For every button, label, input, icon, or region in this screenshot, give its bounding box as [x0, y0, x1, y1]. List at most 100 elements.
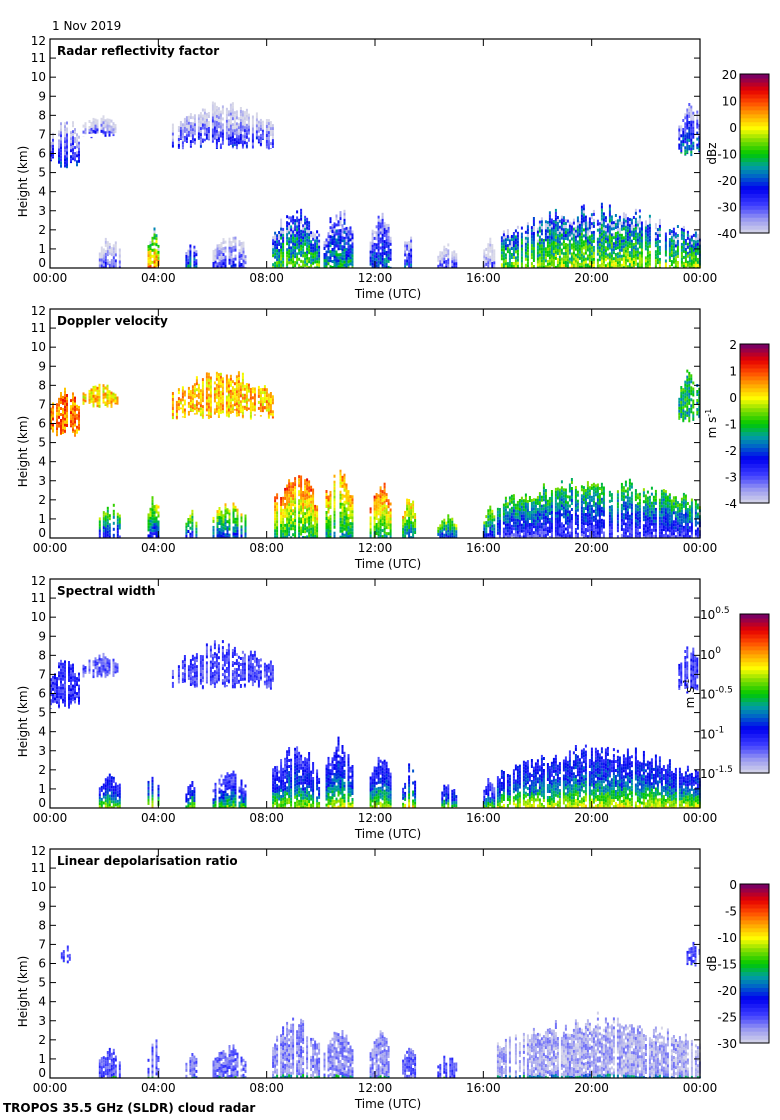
- data-cell: [339, 517, 342, 521]
- data-cell: [62, 410, 64, 414]
- data-cell: [542, 247, 545, 251]
- data-cell: [329, 505, 332, 509]
- data-cell: [191, 400, 194, 404]
- data-cell: [271, 395, 274, 399]
- data-cell: [686, 120, 689, 124]
- data-cell: [234, 236, 237, 240]
- data-cell: [443, 257, 446, 261]
- data-cell: [106, 259, 109, 263]
- data-cell: [197, 123, 200, 127]
- data-cell: [224, 240, 227, 244]
- data-cell: [584, 251, 587, 255]
- data-cell: [574, 262, 577, 266]
- data-cell: [90, 130, 93, 134]
- data-cell: [298, 481, 301, 485]
- data-cell: [218, 259, 221, 262]
- data-cell: [333, 252, 336, 256]
- data-cell: [274, 505, 277, 509]
- data-cell: [90, 121, 93, 125]
- data-cell: [267, 143, 270, 147]
- data-cell: [171, 126, 174, 130]
- data-cell: [58, 415, 60, 419]
- data-cell: [592, 209, 595, 213]
- data-cell: [231, 147, 234, 149]
- data-cell: [325, 262, 328, 266]
- data-cell: [221, 380, 224, 384]
- data-cell: [189, 402, 192, 406]
- data-cell: [153, 523, 156, 527]
- data-cell: [608, 210, 611, 214]
- data-cell: [310, 521, 313, 525]
- data-cell: [560, 251, 563, 255]
- data-cell: [302, 227, 305, 231]
- data-cell: [506, 244, 509, 248]
- data-cell: [323, 244, 326, 247]
- data-cell: [582, 204, 585, 208]
- data-cell: [294, 501, 297, 505]
- data-cell: [337, 232, 340, 236]
- data-cell: [222, 517, 225, 521]
- data-cell: [312, 536, 315, 538]
- data-cell: [265, 403, 268, 407]
- data-cell: [276, 261, 279, 265]
- data-cell: [298, 523, 301, 527]
- data-cell: [389, 266, 392, 268]
- data-cell: [294, 231, 297, 235]
- data-cell: [300, 250, 303, 254]
- data-cell: [614, 265, 617, 268]
- data-cell: [280, 260, 283, 264]
- data-cell: [682, 394, 685, 398]
- data-cell: [510, 241, 513, 244]
- data-cell: [406, 504, 409, 508]
- data-cell: [157, 514, 160, 518]
- data-cell: [696, 233, 699, 237]
- data-cell: [556, 258, 559, 261]
- y-tick-label: 5: [38, 166, 46, 180]
- data-cell: [72, 145, 74, 149]
- data-cell: [341, 502, 344, 506]
- data-cell: [387, 499, 390, 503]
- data-cell: [276, 526, 279, 530]
- data-cell: [410, 518, 413, 522]
- data-cell: [385, 235, 388, 239]
- data-cell: [508, 242, 511, 246]
- data-cell: [524, 245, 527, 249]
- data-cell: [216, 244, 219, 248]
- data-cell: [622, 263, 625, 267]
- data-cell: [341, 511, 344, 515]
- data-cell: [487, 252, 490, 256]
- data-cell: [157, 505, 160, 509]
- data-cell: [558, 237, 561, 241]
- data-cell: [70, 155, 72, 159]
- data-cell: [329, 502, 332, 506]
- data-cell: [222, 253, 225, 257]
- data-cell: [564, 255, 567, 258]
- data-cell: [325, 511, 328, 514]
- data-cell: [78, 408, 80, 412]
- data-cell: [257, 394, 260, 398]
- data-cell: [189, 262, 192, 266]
- data-cell: [241, 384, 244, 388]
- data-cell: [220, 522, 223, 526]
- data-cell: [696, 125, 699, 129]
- data-cell: [383, 506, 386, 510]
- data-cell: [546, 235, 549, 239]
- data-cell: [345, 531, 348, 535]
- data-cell: [288, 491, 291, 495]
- data-cell: [106, 402, 109, 406]
- data-cell: [62, 425, 64, 429]
- data-cell: [64, 411, 66, 415]
- data-cell: [100, 129, 103, 133]
- data-cell: [690, 392, 693, 396]
- data-cell: [612, 248, 615, 252]
- data-cell: [489, 258, 492, 262]
- data-cell: [153, 227, 156, 231]
- data-cell: [288, 497, 291, 501]
- data-cell: [300, 265, 303, 268]
- data-cell: [306, 487, 309, 491]
- data-cell: [155, 252, 158, 256]
- data-cell: [538, 250, 541, 254]
- data-cell: [680, 416, 683, 419]
- data-cell: [171, 413, 174, 416]
- data-cell: [300, 478, 303, 482]
